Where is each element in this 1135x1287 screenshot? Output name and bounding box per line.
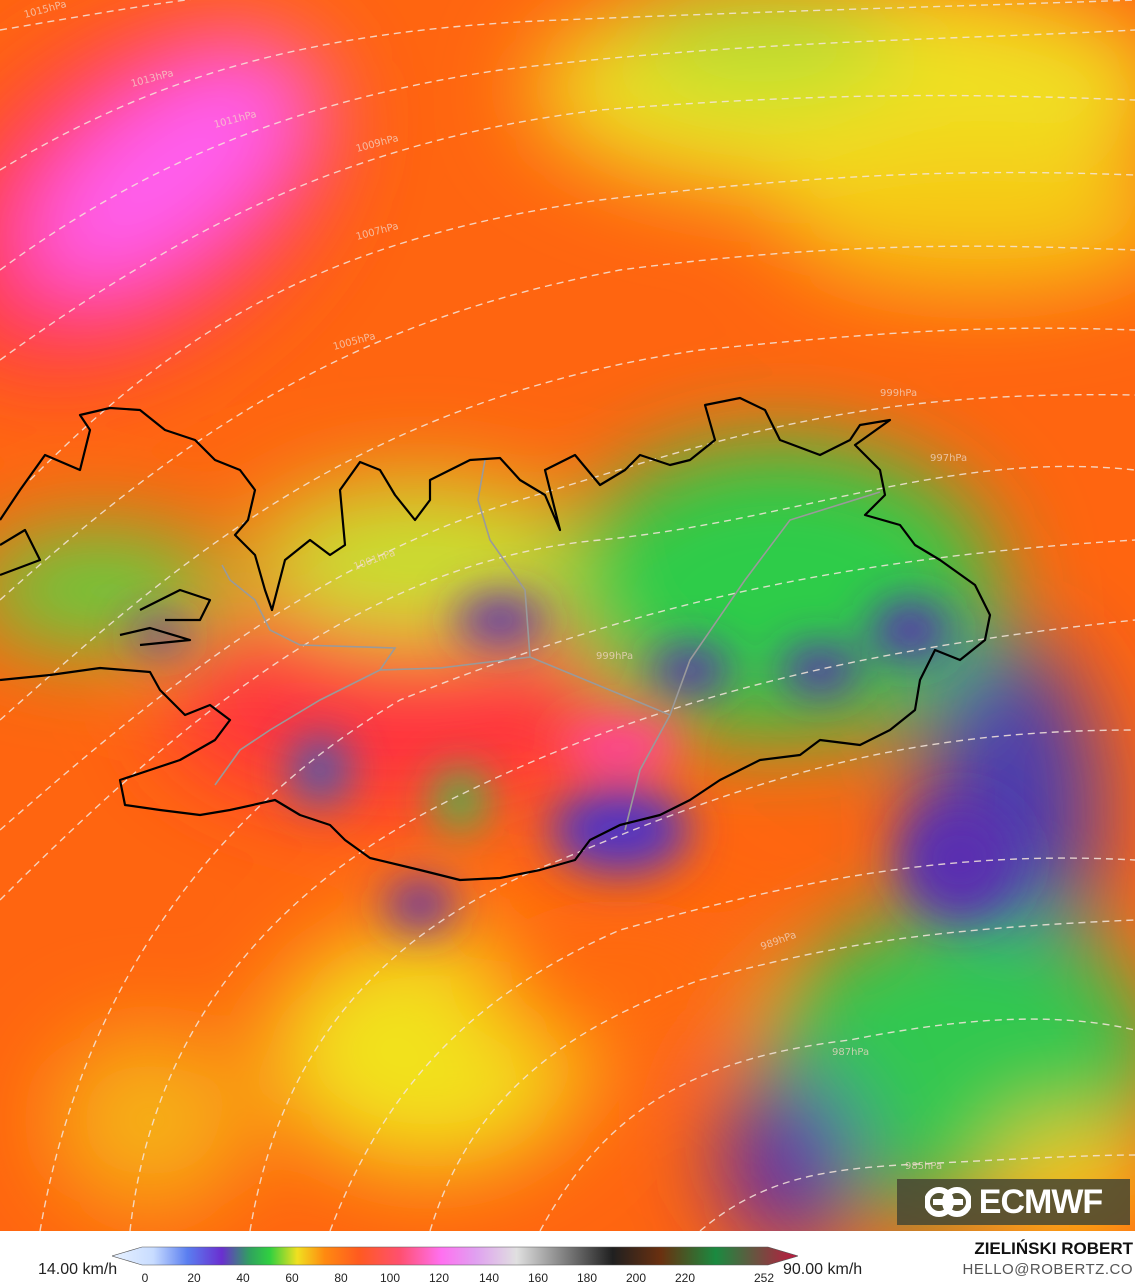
colorbar-tick: 200 — [625, 1271, 647, 1285]
isobars — [0, 0, 1135, 1231]
colorbar-tick: 40 — [236, 1271, 250, 1285]
isobar-label: 985hPa — [905, 1161, 942, 1172]
isobar-label: 987hPa — [832, 1047, 869, 1058]
legend-footer: 14.00 km/h — [0, 1231, 1135, 1287]
ecmwf-logo-icon — [924, 1187, 971, 1217]
ecmwf-logo-text: ECMWF — [978, 1182, 1103, 1221]
isobar-label: 999hPa — [880, 388, 917, 399]
colorbar-tick: 60 — [285, 1271, 299, 1285]
wind-gust-map: 1015hPa 1013hPa 1011hPa 1009hPa 1007hPa … — [0, 0, 1135, 1231]
colorbar-tick: 220 — [674, 1271, 696, 1285]
wind-field — [0, 0, 1135, 1231]
colorbar-tick: 80 — [334, 1271, 348, 1285]
ecmwf-logo: ECMWF — [897, 1179, 1130, 1225]
isobar-label: 999hPa — [596, 651, 633, 662]
isobar-label: 997hPa — [930, 453, 967, 464]
colorbar-tick: 0 — [141, 1271, 149, 1285]
legend-min-label: 14.00 km/h — [38, 1261, 118, 1278]
colorbar-tick: 120 — [428, 1271, 450, 1285]
colorbar-tick: 252 — [753, 1271, 775, 1285]
region-borders — [214, 459, 881, 831]
colorbar-tick: 100 — [379, 1271, 401, 1285]
author-credit: ZIELIŃSKI ROBERT HELLO@ROBERTZ.CO — [963, 1239, 1133, 1278]
colorbar-tick: 180 — [576, 1271, 598, 1285]
colorbar-tick: 140 — [478, 1271, 500, 1285]
author-name: ZIELIŃSKI ROBERT — [974, 1239, 1133, 1258]
author-email: HELLO@ROBERTZ.CO — [962, 1261, 1133, 1278]
iceland-coastline — [0, 396, 992, 882]
colorbar-tick: 160 — [527, 1271, 549, 1285]
colorbar — [112, 1246, 798, 1266]
colorbar-tick: 20 — [187, 1271, 201, 1285]
legend-max-label: 90.00 km/h — [783, 1261, 863, 1278]
